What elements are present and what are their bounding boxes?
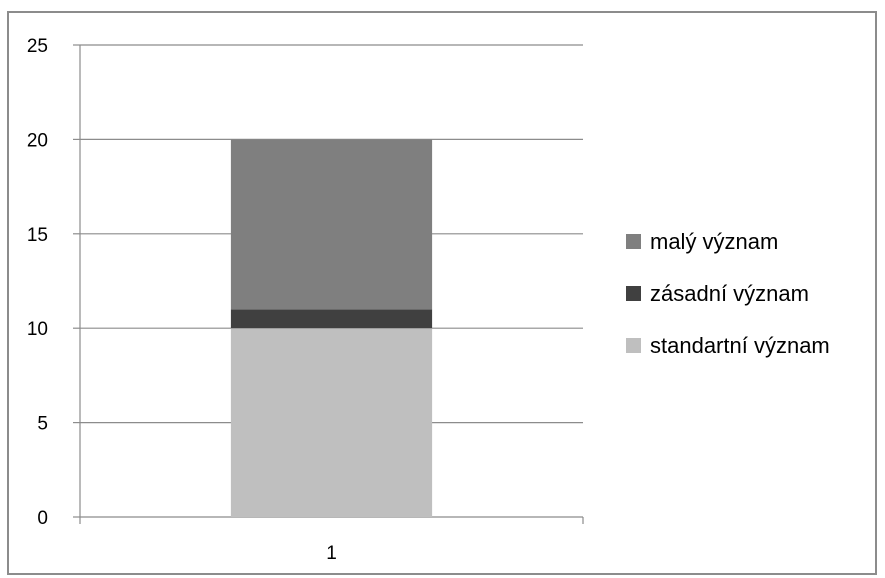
x-tick-label: 1 <box>326 543 337 564</box>
chart-frame <box>7 11 877 575</box>
y-tick-label: 15 <box>27 225 48 246</box>
y-tick-label: 10 <box>27 319 48 340</box>
y-tick-label: 5 <box>37 414 48 435</box>
bar-segment-zásadní-význam <box>230 309 433 329</box>
legend-label: zásadní význam <box>650 281 809 306</box>
y-tick-label: 0 <box>37 508 48 529</box>
legend-swatch <box>626 338 641 353</box>
y-tick-label: 25 <box>27 36 48 57</box>
legend-swatch <box>626 234 641 249</box>
bar-segment-malý-význam <box>230 139 433 310</box>
legend-label: standartní význam <box>650 333 830 358</box>
legend-swatch <box>626 286 641 301</box>
y-tick-label: 20 <box>27 130 48 151</box>
legend-label: malý význam <box>650 229 778 254</box>
bar-segment-standartní-význam <box>230 328 433 517</box>
